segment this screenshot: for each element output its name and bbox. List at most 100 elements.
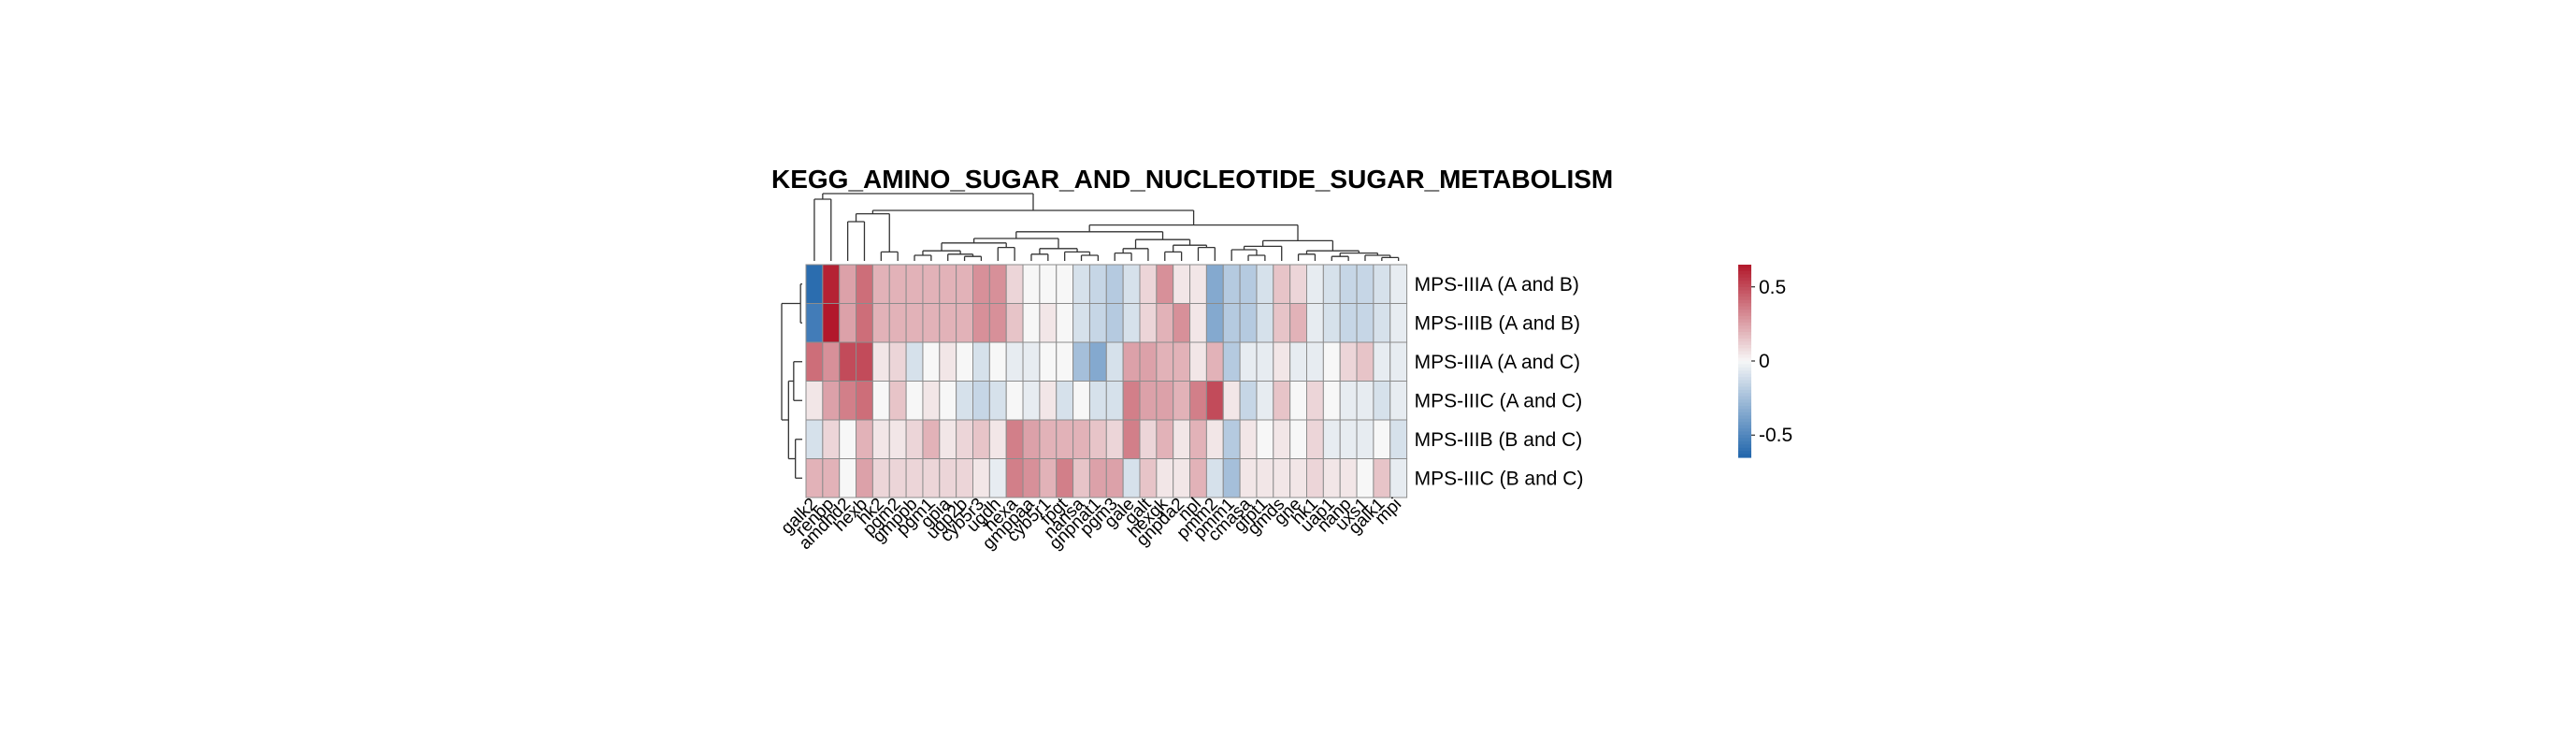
colorbar-segment	[1738, 447, 1751, 452]
heatmap-cell	[1105, 303, 1124, 343]
heatmap-cell	[805, 381, 824, 421]
colorbar-segment	[1738, 310, 1751, 314]
heatmap-cell	[1339, 303, 1358, 343]
heatmap-cell	[1072, 458, 1090, 498]
heatmap-cell	[1056, 341, 1074, 382]
heatmap-cell	[1306, 303, 1324, 343]
heatmap-cell	[1022, 264, 1041, 304]
heatmap-cell	[805, 419, 824, 459]
row-dendrogram	[781, 283, 802, 479]
heatmap-cell	[1056, 303, 1074, 343]
heatmap-cell	[1389, 303, 1408, 343]
row-label: MPS-IIIC (B and C)	[1415, 468, 1584, 489]
heatmap-cell	[1072, 341, 1090, 382]
colorbar-segment	[1738, 290, 1751, 295]
heatmap-cell	[1056, 458, 1074, 498]
heatmap-cell	[1005, 341, 1024, 382]
heatmap-cell	[988, 264, 1007, 304]
heatmap-cell	[822, 381, 841, 421]
heatmap-cell	[1122, 341, 1141, 382]
heatmap-cell	[972, 303, 990, 343]
heatmap-cell	[1139, 381, 1158, 421]
heatmap-cell	[871, 303, 890, 343]
heatmap-cell	[956, 381, 974, 421]
heatmap-cell	[1173, 341, 1191, 382]
colorbar-segment	[1738, 338, 1751, 342]
heatmap-cell	[972, 264, 990, 304]
heatmap-cell	[1373, 303, 1391, 343]
heatmap-cell	[1389, 341, 1408, 382]
heatmap-cell	[972, 458, 990, 498]
heatmap-cell	[939, 458, 957, 498]
heatmap-cell	[922, 458, 941, 498]
heatmap-cell	[1322, 381, 1341, 421]
heatmap-cell	[905, 381, 924, 421]
heatmap-cell	[888, 381, 907, 421]
heatmap-cell	[939, 264, 957, 304]
heatmap-cell	[1239, 341, 1258, 382]
heatmap-cell	[1222, 341, 1241, 382]
heatmap-cell	[1289, 264, 1308, 304]
heatmap-cell	[1273, 264, 1291, 304]
heatmap-cell	[1389, 381, 1408, 421]
colorbar-segment	[1738, 411, 1751, 416]
heatmap-cell	[956, 264, 974, 304]
heatmap-cell	[1173, 264, 1191, 304]
colorbar-segment	[1738, 357, 1751, 362]
heatmap-cell	[922, 419, 941, 459]
heatmap-cell	[1122, 419, 1141, 459]
heatmap-cell	[805, 458, 824, 498]
heatmap-cell	[1256, 419, 1274, 459]
colorbar-segment	[1738, 418, 1751, 423]
heatmap-cell	[856, 341, 873, 382]
heatmap-cell	[1205, 381, 1224, 421]
colorbar-segment	[1738, 415, 1751, 420]
heatmap-cell	[1339, 341, 1358, 382]
heatmap-cell	[1373, 419, 1391, 459]
heatmap-cell	[1173, 458, 1191, 498]
colorbar-segment	[1738, 364, 1751, 368]
colorbar-segment	[1738, 312, 1751, 317]
heatmap-cell	[805, 264, 824, 304]
heatmap-cell	[956, 419, 974, 459]
heatmap-cells	[805, 264, 1408, 498]
heatmap-cell	[888, 303, 907, 343]
colorbar-segment	[1738, 296, 1751, 301]
heatmap-cell	[1005, 381, 1024, 421]
colorbar-segment	[1738, 399, 1751, 404]
heatmap-cell	[988, 341, 1007, 382]
heatmap-cell	[1389, 419, 1408, 459]
colorbar-segment	[1738, 425, 1751, 429]
heatmap-cell	[1072, 303, 1090, 343]
colorbar-segment	[1738, 383, 1751, 388]
heatmap-cell	[888, 264, 907, 304]
colorbar-segment	[1738, 332, 1751, 337]
colorbar-segment	[1738, 431, 1751, 436]
heatmap-cell	[1189, 303, 1207, 343]
heatmap-cell	[1222, 419, 1241, 459]
heatmap-cell	[1239, 264, 1258, 304]
colorbar-segment	[1738, 396, 1751, 400]
heatmap-cell	[1022, 458, 1041, 498]
colorbar-segment	[1738, 328, 1751, 333]
heatmap-cell	[1289, 419, 1308, 459]
heatmap-cell	[1088, 381, 1107, 421]
heatmap-cell	[1322, 458, 1341, 498]
colorbar-segment	[1738, 306, 1751, 310]
heatmap-cell	[1189, 419, 1207, 459]
heatmap-cell	[972, 381, 990, 421]
heatmap-cell	[1239, 303, 1258, 343]
heatmap-cell	[1022, 381, 1041, 421]
heatmap-cell	[1173, 303, 1191, 343]
heatmap-cell	[922, 303, 941, 343]
heatmap-cell	[1039, 341, 1058, 382]
heatmap-cell	[1088, 341, 1107, 382]
heatmap-cell	[1222, 264, 1241, 304]
colorbar-segment	[1738, 281, 1751, 285]
heatmap-cell	[871, 419, 890, 459]
heatmap-cell	[956, 341, 974, 382]
heatmap-cell	[1122, 303, 1141, 343]
heatmap-cell	[1339, 419, 1358, 459]
heatmap-cell	[1273, 458, 1291, 498]
